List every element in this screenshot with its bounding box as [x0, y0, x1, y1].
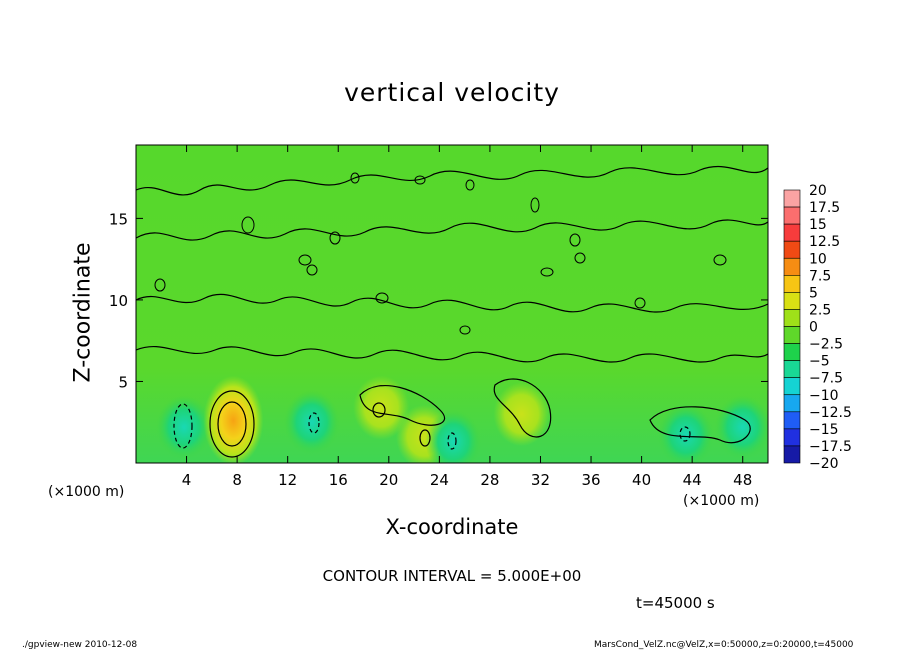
x-axis-unit-right: (×1000 m) — [683, 493, 760, 509]
colorbar-swatch — [783, 309, 801, 327]
colorbar-label: 0 — [809, 320, 818, 336]
colorbar-label: 10 — [809, 251, 827, 267]
colorbar-label: 15 — [809, 217, 827, 233]
x-tick-label: 32 — [531, 471, 550, 489]
footer-right: MarsCond_VelZ.nc@VelZ,x=0:50000,z=0:2000… — [594, 640, 854, 650]
heatmap-anomaly-2 — [283, 390, 340, 455]
y-tick-label: 15 — [109, 210, 128, 228]
x-tick-label: 44 — [683, 471, 702, 489]
y-tick-label: 10 — [109, 292, 128, 310]
colorbar-swatch — [783, 428, 801, 447]
x-tick-label: 28 — [480, 471, 499, 489]
footer-left: ./gpview-new 2010-12-08 — [22, 640, 138, 650]
y-axis: 5 10 15 — [109, 210, 768, 391]
x-tick-label: 36 — [581, 471, 600, 489]
plot-area — [135, 144, 769, 464]
colorbar-label: −12.5 — [809, 405, 852, 421]
colorbar-label: −5 — [809, 354, 830, 370]
x-axis-label: X-coordinate — [385, 515, 519, 539]
colorbar-swatch — [783, 394, 801, 413]
colorbar-swatch — [783, 360, 801, 378]
x-tick-label: 16 — [329, 471, 348, 489]
y-tick-label: 5 — [118, 373, 128, 391]
colorbar-label: −2.5 — [809, 337, 843, 353]
heatmap-anomaly-6 — [657, 403, 714, 463]
colorbar-swatch — [783, 292, 801, 310]
colorbar-swatch — [783, 445, 801, 464]
colorbar-label: −15 — [809, 422, 839, 438]
colorbar-swatch — [783, 343, 801, 361]
contour-interval-text: CONTOUR INTERVAL = 5.000E+00 — [322, 567, 582, 585]
y-axis-label: Z-coordinate — [70, 242, 96, 383]
x-tick-label: 24 — [430, 471, 449, 489]
colorbar-swatch — [783, 377, 801, 396]
colorbar-swatch — [783, 189, 801, 208]
colorbar-swatch — [783, 206, 801, 225]
colorbar-label: 17.5 — [809, 200, 840, 216]
x-axis: 4 8 12 16 20 24 28 32 36 40 44 48 — [182, 145, 752, 489]
contour-lines — [136, 165, 768, 458]
chart-title: vertical velocity — [344, 78, 560, 107]
x-tick-label: 12 — [278, 471, 297, 489]
heatmap-anomaly-7 — [493, 382, 550, 447]
x-tick-label: 4 — [182, 471, 192, 489]
colorbar-label: −7.5 — [809, 371, 843, 387]
heatmap-anomaly-0 — [156, 395, 213, 460]
time-label: t=45000 s — [636, 594, 715, 612]
colorbar-swatch — [783, 223, 801, 242]
colorbar-label: 2.5 — [809, 302, 831, 318]
colorbar-swatch — [783, 326, 801, 344]
heatmap-anomaly-3 — [353, 375, 410, 440]
colorbar-swatch — [783, 275, 801, 293]
heatmap-anomaly-8 — [714, 395, 768, 460]
colorbar-label: 20 — [809, 183, 827, 199]
x-axis-unit-left: (×1000 m) — [48, 484, 125, 500]
colorbar-swatch — [783, 240, 801, 259]
colorbar-swatch — [783, 257, 801, 276]
x-tick-label: 48 — [733, 471, 752, 489]
colorbar-label: −10 — [809, 388, 839, 404]
colorbar-label: 7.5 — [809, 268, 831, 284]
colorbar-label: −20 — [809, 456, 839, 472]
colorbar-swatch — [783, 411, 801, 430]
heatmap-anomaly-5 — [425, 409, 482, 463]
x-tick-label: 20 — [379, 471, 398, 489]
x-tick-label: 8 — [232, 471, 242, 489]
colorbar-label: −17.5 — [809, 439, 852, 455]
colorbar-label: 5 — [809, 285, 818, 301]
x-tick-label: 40 — [632, 471, 651, 489]
colorbar-label: 12.5 — [809, 234, 840, 250]
